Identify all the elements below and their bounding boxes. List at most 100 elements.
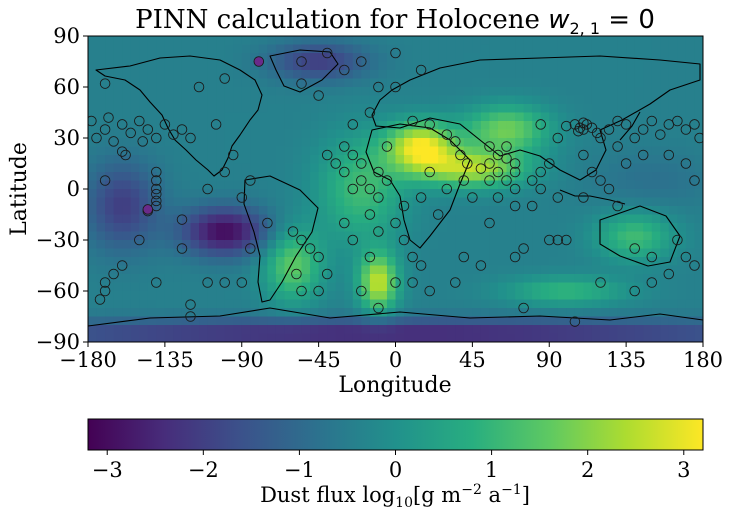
heatmap-cell [489,316,499,326]
heatmap-cell [113,95,123,105]
heatmap-cell [190,240,200,250]
heatmap-cell [173,155,183,165]
heatmap-cell [207,78,217,88]
heatmap-cell [275,308,286,318]
heatmap-cell [472,138,482,148]
heatmap-cell [352,95,362,105]
heatmap-cell [549,121,559,131]
station-marker [296,56,307,67]
heatmap-cell [634,121,644,131]
heatmap-cell [694,87,703,97]
heatmap-cell [566,265,576,275]
station-marker [655,129,666,140]
heatmap-cell [199,257,209,267]
heatmap-cell [498,248,508,258]
heatmap-cell [480,129,491,139]
heatmap-cell [660,36,670,46]
heatmap-cell [566,53,576,63]
x-tick-label: 180 [683,348,723,372]
heatmap-cell [275,333,286,342]
heatmap-cell [480,214,491,224]
heatmap-cell [609,274,619,284]
heatmap-cell [275,121,286,131]
heatmap-cell [643,163,653,173]
heatmap-cell [634,87,644,97]
heatmap-cell [472,325,482,335]
heatmap-cell [412,146,422,156]
heatmap-cell [429,325,439,335]
heatmap-cell [609,333,619,342]
heatmap-cell [258,214,268,224]
heatmap-cell [190,146,200,156]
heatmap-cell [651,138,661,148]
heatmap-cell [395,240,405,250]
heatmap-cell [677,316,687,326]
heatmap-cell [506,308,516,318]
heatmap-cell [275,231,286,241]
heatmap-cell [532,257,542,267]
heatmap-cell [258,325,268,335]
heatmap-cell [463,265,473,275]
heatmap-cell [549,325,559,335]
heatmap-cell [88,87,98,97]
x-tick-label: −135 [136,348,194,372]
heatmap-cell [583,155,593,165]
station-marker [646,277,658,288]
heatmap-cell [472,197,482,207]
station-marker [620,158,632,169]
heatmap-cell [540,231,550,241]
heatmap-cell [677,282,687,292]
heatmap-cell [224,257,234,267]
heatmap-cell [463,325,473,335]
heatmap-cell [591,104,602,114]
heatmap-cell [523,36,533,46]
heatmap-cell [506,274,516,284]
heatmap-cell [677,231,687,241]
heatmap-cell [275,206,286,216]
heatmap-cell [694,163,703,173]
heatmap-cell [489,248,499,258]
heatmap-cell [284,325,294,335]
heatmap-cell [199,291,209,301]
heatmap-cell [386,248,397,258]
heatmap-cell [310,316,320,326]
heatmap-cell [515,36,525,46]
heatmap-cell [412,121,422,131]
heatmap-cell [668,316,678,326]
heatmap-cell [335,172,345,182]
heatmap-cell [310,206,320,216]
heatmap-cell [455,112,465,122]
heatmap-cell [369,36,380,46]
heatmap-cell [199,248,209,258]
colorbar-tick-label: −1 [284,458,315,482]
heatmap-cell [88,257,98,267]
heatmap-cell [446,299,456,309]
heatmap-cell [88,274,98,284]
heatmap-cell [310,257,320,267]
heatmap-cell [506,129,516,139]
heatmap-cell [224,155,234,165]
heatmap-cell [335,70,345,80]
heatmap-cell [105,274,115,284]
heatmap-cell [105,146,115,156]
heatmap-cell [455,316,465,326]
heatmap-cell [156,231,166,241]
heatmap-cell [694,189,703,199]
heatmap-cell [105,172,115,182]
heatmap-cell [574,172,585,182]
heatmap-cell [438,197,448,207]
heatmap-cell [566,70,576,80]
heatmap-cell [421,70,431,80]
heatmap-cell [668,197,678,207]
heatmap-cell [318,172,328,182]
heatmap-cell [532,138,542,148]
heatmap-cell [549,282,559,292]
heatmap-cell [233,197,243,207]
heatmap-cell [523,87,533,97]
heatmap-cell [421,146,431,156]
heatmap-cell [489,189,499,199]
heatmap-cell [480,274,491,284]
heatmap-cell [515,291,525,301]
heatmap-cell [139,214,149,224]
heatmap-cell [224,325,234,335]
